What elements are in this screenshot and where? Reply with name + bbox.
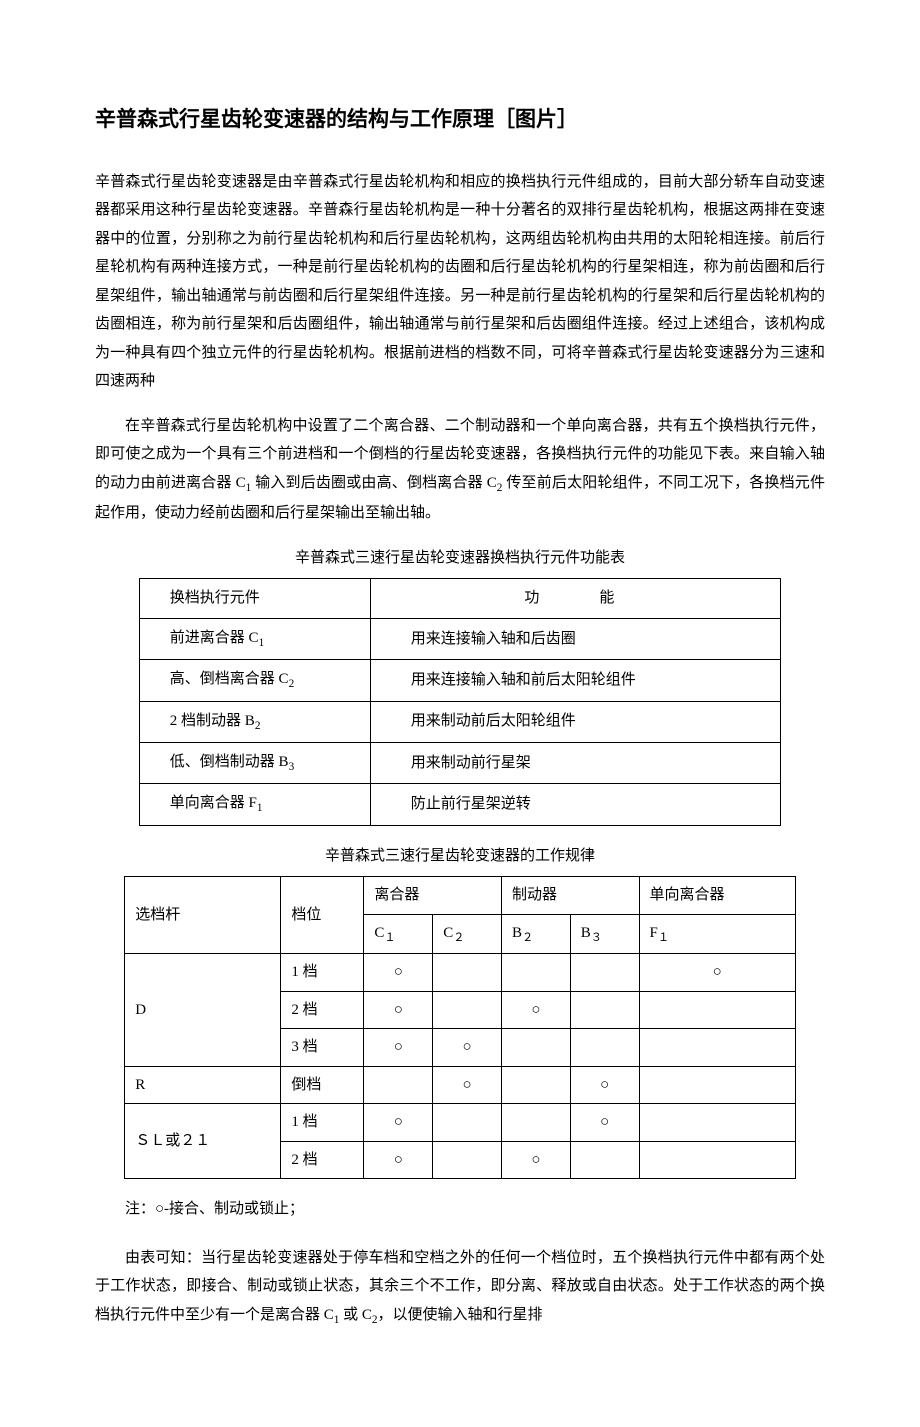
table-cell bbox=[433, 954, 502, 992]
table-header: B３ bbox=[570, 914, 639, 953]
table-cell: ＳＬ或２１ bbox=[125, 1104, 281, 1179]
table-cell: ○ bbox=[570, 1104, 639, 1142]
table-cell: 防止前行星架逆转 bbox=[370, 784, 781, 825]
table-cell: 用来制动前行星架 bbox=[370, 742, 781, 783]
table-cell: 低、倒档制动器 B3 bbox=[139, 742, 370, 783]
table-row: 前进离合器 C1 用来连接输入轴和后齿圈 bbox=[139, 618, 780, 659]
table-cell: ○ bbox=[364, 991, 433, 1029]
table-cell bbox=[639, 1066, 795, 1104]
table-functions: 换档执行元件 功能 前进离合器 C1 用来连接输入轴和后齿圈 高、倒档离合器 C… bbox=[139, 578, 781, 825]
table-note: 注：○-接合、制动或锁止； bbox=[95, 1195, 825, 1224]
table-cell: ○ bbox=[501, 991, 570, 1029]
table-cell bbox=[433, 1141, 502, 1179]
paragraph-1: 辛普森式行星齿轮变速器是由辛普森式行星齿轮机构和相应的换档执行元件组成的，目前大… bbox=[95, 168, 825, 396]
table-cell: ○ bbox=[570, 1066, 639, 1104]
table-cell bbox=[639, 1104, 795, 1142]
table-header: 单向离合器 bbox=[639, 877, 795, 915]
table-cell bbox=[570, 1029, 639, 1067]
page-title: 辛普森式行星齿轮变速器的结构与工作原理［图片］ bbox=[95, 100, 825, 140]
table1-caption: 辛普森式三速行星齿轮变速器换档执行元件功能表 bbox=[95, 544, 825, 573]
table-cell: 1 档 bbox=[281, 954, 364, 992]
table-cell: R bbox=[125, 1066, 281, 1104]
table-row: 单向离合器 F1 防止前行星架逆转 bbox=[139, 784, 780, 825]
table-cell bbox=[501, 1104, 570, 1142]
table-cell: ○ bbox=[433, 1066, 502, 1104]
table-row: D 1 档 ○ ○ bbox=[125, 954, 796, 992]
table-cell: ○ bbox=[364, 1029, 433, 1067]
table-header: 功能 bbox=[370, 579, 781, 619]
table-row: ＳＬ或２１ 1 档 ○ ○ bbox=[125, 1104, 796, 1142]
table-header: 离合器 bbox=[364, 877, 502, 915]
table-cell: ○ bbox=[364, 1104, 433, 1142]
table-cell bbox=[570, 1141, 639, 1179]
table-cell bbox=[639, 1029, 795, 1067]
table-header: 制动器 bbox=[501, 877, 639, 915]
paragraph-3: 由表可知：当行星齿轮变速器处于停车档和空档之外的任何一个档位时，五个换档执行元件… bbox=[95, 1244, 825, 1331]
table-cell: ○ bbox=[639, 954, 795, 992]
table-working-rules: 选档杆 档位 离合器 制动器 单向离合器 C１ C２ B２ B３ F１ D 1 … bbox=[124, 876, 796, 1179]
table-cell: 用来连接输入轴和前后太阳轮组件 bbox=[370, 660, 781, 701]
table-header: 选档杆 bbox=[125, 877, 281, 954]
table-cell: 2 档 bbox=[281, 1141, 364, 1179]
table-cell: 高、倒档离合器 C2 bbox=[139, 660, 370, 701]
table-cell: ○ bbox=[433, 1029, 502, 1067]
table-cell bbox=[639, 1141, 795, 1179]
table-header: C１ bbox=[364, 914, 433, 953]
table-cell: 1 档 bbox=[281, 1104, 364, 1142]
table-cell: 用来制动前后太阳轮组件 bbox=[370, 701, 781, 742]
table-cell bbox=[433, 991, 502, 1029]
table-row: 换档执行元件 功能 bbox=[139, 579, 780, 619]
table-cell bbox=[570, 954, 639, 992]
table-cell: ○ bbox=[364, 954, 433, 992]
table-cell bbox=[501, 954, 570, 992]
table-row: R 倒档 ○ ○ bbox=[125, 1066, 796, 1104]
table-row: 低、倒档制动器 B3 用来制动前行星架 bbox=[139, 742, 780, 783]
table-cell bbox=[570, 991, 639, 1029]
table-header: B２ bbox=[501, 914, 570, 953]
table-header: 档位 bbox=[281, 877, 364, 954]
paragraph-2: 在辛普森式行星齿轮机构中设置了二个离合器、二个制动器和一个单向离合器，共有五个换… bbox=[95, 412, 825, 528]
table-row: 高、倒档离合器 C2 用来连接输入轴和前后太阳轮组件 bbox=[139, 660, 780, 701]
table-cell: 用来连接输入轴和后齿圈 bbox=[370, 618, 781, 659]
table-cell: 2 档 bbox=[281, 991, 364, 1029]
table-cell: D bbox=[125, 954, 281, 1067]
table-row: 选档杆 档位 离合器 制动器 单向离合器 bbox=[125, 877, 796, 915]
table-header: F１ bbox=[639, 914, 795, 953]
table-cell: 3 档 bbox=[281, 1029, 364, 1067]
table-cell bbox=[639, 991, 795, 1029]
table-row: 2 档制动器 B2 用来制动前后太阳轮组件 bbox=[139, 701, 780, 742]
table-cell: 单向离合器 F1 bbox=[139, 784, 370, 825]
table-cell bbox=[433, 1104, 502, 1142]
table-header: 换档执行元件 bbox=[139, 579, 370, 619]
table-cell: 前进离合器 C1 bbox=[139, 618, 370, 659]
table-cell bbox=[501, 1029, 570, 1067]
table-cell bbox=[501, 1066, 570, 1104]
table-cell: ○ bbox=[501, 1141, 570, 1179]
table-cell: 2 档制动器 B2 bbox=[139, 701, 370, 742]
table2-caption: 辛普森式三速行星齿轮变速器的工作规律 bbox=[95, 842, 825, 871]
table-cell: 倒档 bbox=[281, 1066, 364, 1104]
table-cell: ○ bbox=[364, 1141, 433, 1179]
table-header: C２ bbox=[433, 914, 502, 953]
table-cell bbox=[364, 1066, 433, 1104]
